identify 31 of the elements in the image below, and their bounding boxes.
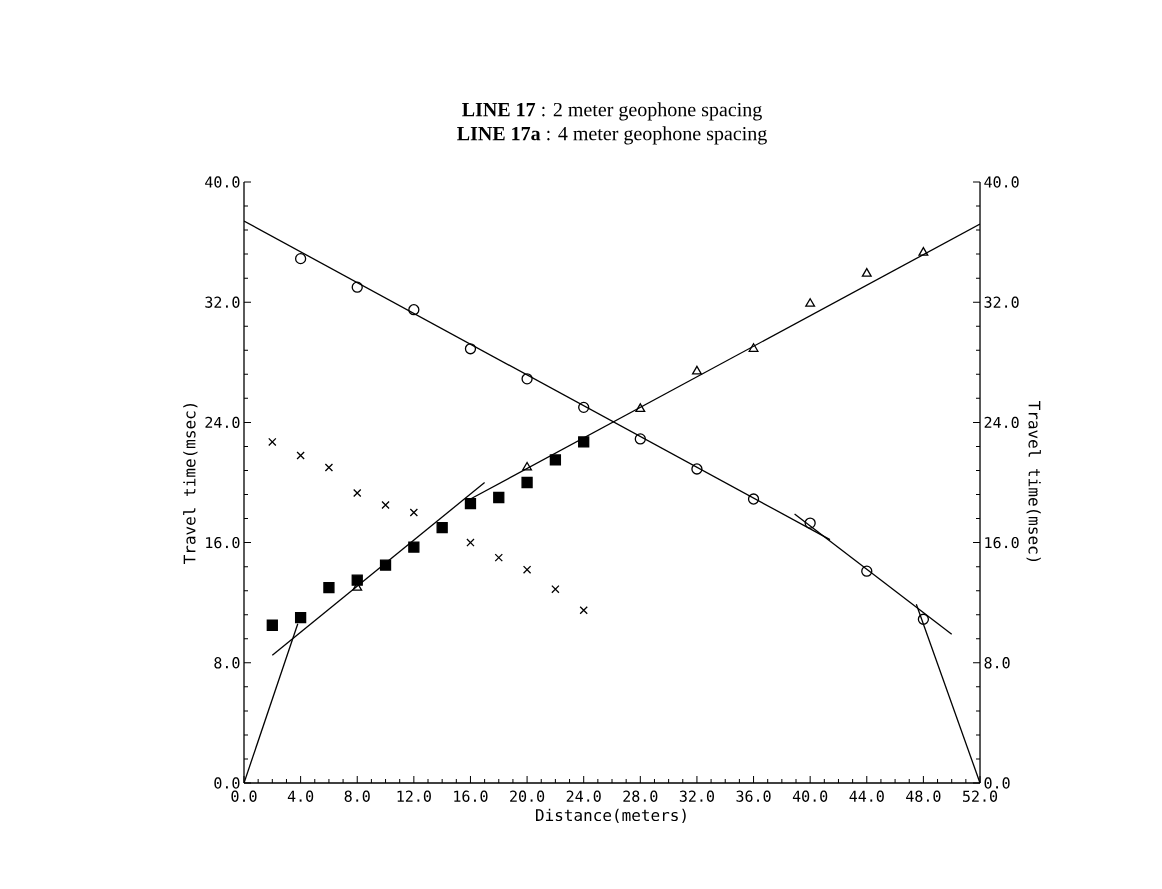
chart-title: LINE 17 : 2 meter geophone spacing [462, 102, 762, 121]
x-tick-label: 16.0 [454, 790, 488, 802]
y2-tick-label: 32.0 [984, 296, 1019, 308]
x-tick-label: 28.0 [623, 790, 658, 802]
y2-tick-label: 24.0 [984, 416, 1019, 429]
y-tick-label: 40.0 [205, 176, 240, 188]
x-tick-label: 12.0 [397, 790, 431, 802]
y-tick-label: 8.0 [214, 657, 240, 669]
x-tick-label: 20.0 [510, 790, 545, 802]
y-axis-title: Travel time(msec) [183, 403, 198, 565]
x-tick-label: 32.0 [679, 790, 714, 802]
x-tick-label: 4.0 [287, 790, 314, 802]
y2-tick-label: 40.0 [984, 176, 1019, 188]
x-tick-label: 52.0 [962, 790, 998, 802]
x-axis-title: Distance(meters) [536, 808, 686, 823]
y-tick-label: 0.0 [214, 777, 240, 789]
y2-tick-label: 8.0 [984, 657, 1010, 669]
x-tick-label: 0.0 [231, 790, 257, 802]
x-tick-label: 40.0 [792, 790, 828, 802]
y2-tick-label: 0.0 [984, 777, 1010, 789]
y2-tick-label: 16.0 [985, 536, 1019, 549]
x-tick-label: 48.0 [906, 790, 941, 802]
x-tick-label: 24.0 [566, 790, 601, 802]
y-tick-label: 32.0 [205, 296, 240, 308]
y2-axis-title: Travel time(msec) [1026, 400, 1041, 562]
chart-subtitle: LINE 17a : 4 meter geophone spacing [457, 126, 767, 145]
x-tick-label: 8.0 [344, 790, 370, 802]
y-tick-label: 24.0 [205, 416, 240, 429]
x-tick-label: 36.0 [736, 790, 771, 802]
x-tick-label: 44.0 [849, 790, 884, 802]
y-tick-label: 16.0 [206, 536, 240, 549]
